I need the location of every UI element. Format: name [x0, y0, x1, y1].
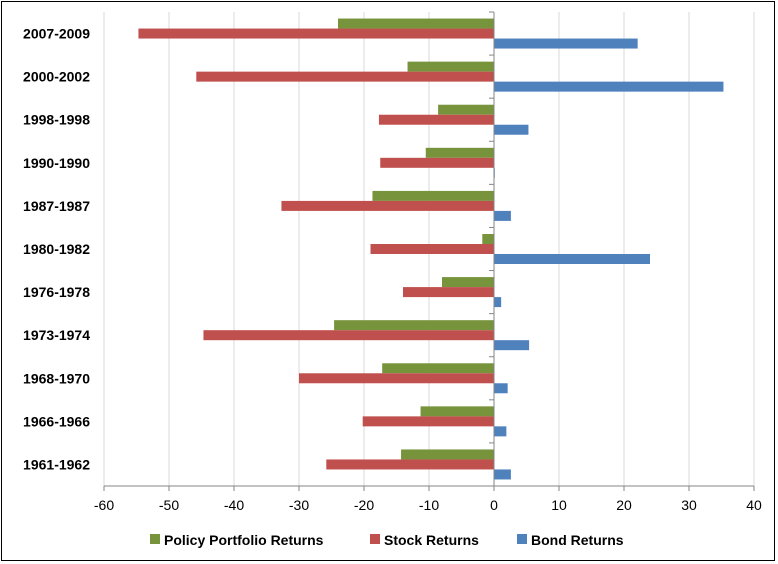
bar-stock-returns-2007-2009 — [138, 28, 494, 39]
y-tick-label: 2000-2002 — [23, 69, 90, 85]
bar-bond-returns-2007-2009 — [494, 38, 638, 49]
bar-bond-returns-1980-1982 — [494, 254, 650, 264]
bars — [138, 18, 724, 480]
bar-bond-returns-1987-1987 — [494, 210, 511, 221]
legend-swatch-policy-portfolio-returns — [150, 534, 160, 544]
y-tick-label: 1961-1962 — [23, 456, 90, 472]
bar-policy-portfolio-returns-1973-1974 — [334, 320, 494, 331]
y-tick-label: 1990-1990 — [23, 155, 90, 171]
bar-policy-portfolio-returns-1980-1982 — [482, 234, 494, 244]
bar-policy-portfolio-returns-2007-2009 — [338, 18, 494, 29]
bar-policy-portfolio-returns-1966-1966 — [420, 406, 494, 417]
bar-policy-portfolio-returns-1961-1962 — [401, 449, 494, 460]
bar-stock-returns-1980-1982 — [370, 244, 494, 254]
bar-bond-returns-1968-1970 — [494, 383, 508, 394]
y-tick-label: 2007-2009 — [23, 26, 90, 42]
x-tick-label: 30 — [681, 497, 697, 513]
y-tick-labels: 2007-2009 2000-2002 1998-1998 1990-1990 1987… — [23, 26, 90, 473]
y-tick-label: 1976-1978 — [23, 284, 90, 300]
x-tick-label: 40 — [746, 497, 762, 513]
legend-swatch-stock-returns — [370, 534, 380, 544]
legend-label-bond-returns: Bond Returns — [531, 532, 624, 548]
legend-label-stock-returns: Stock Returns — [384, 532, 479, 548]
bar-stock-returns-1990-1990 — [380, 157, 494, 168]
legend-swatch-bond-returns — [517, 534, 527, 544]
y-tick-label: 1980-1982 — [23, 241, 90, 257]
x-tick-label: -20 — [354, 497, 374, 513]
bar-policy-portfolio-returns-2000-2002 — [407, 61, 494, 72]
x-tick-label: -50 — [159, 497, 179, 513]
x-tick-label: 0 — [490, 497, 498, 513]
x-tick-label: 20 — [616, 497, 632, 513]
bar-stock-returns-1973-1974 — [203, 330, 494, 341]
x-tick-label: 10 — [551, 497, 567, 513]
bar-policy-portfolio-returns-1990-1990 — [425, 147, 494, 158]
x-tick-label: -10 — [419, 497, 439, 513]
bar-stock-returns-1987-1987 — [281, 200, 494, 211]
y-tick-label: 1968-1970 — [23, 370, 90, 386]
legend-label-policy-portfolio-returns: Policy Portfolio Returns — [164, 532, 324, 548]
bar-stock-returns-1966-1966 — [362, 416, 494, 427]
axes — [103, 11, 755, 491]
y-tick-label: 1998-1998 — [23, 112, 90, 128]
y-tick-label: 1973-1974 — [23, 327, 90, 343]
bar-bond-returns-1998-1998 — [494, 124, 529, 135]
bar-policy-portfolio-returns-1968-1970 — [382, 363, 494, 374]
bar-stock-returns-2000-2002 — [196, 71, 495, 82]
bar-bond-returns-2000-2002 — [494, 81, 724, 92]
bar-policy-portfolio-returns-1998-1998 — [438, 104, 494, 115]
x-tick-label: -40 — [224, 497, 244, 513]
bar-stock-returns-1998-1998 — [378, 114, 494, 125]
bar-stock-returns-1961-1962 — [326, 459, 494, 470]
bar-policy-portfolio-returns-1976-1978 — [442, 277, 494, 288]
bar-bond-returns-1961-1962 — [494, 469, 511, 480]
x-tick-labels: -60 -50 -40 -30 -20 -10 0 10 20 30 40 — [94, 497, 762, 513]
y-tick-label: 1987-1987 — [23, 198, 90, 214]
bar-stock-returns-1976-1978 — [403, 287, 494, 298]
bar-bond-returns-1966-1966 — [494, 426, 507, 437]
bar-bond-returns-1973-1974 — [494, 340, 530, 351]
y-tick-label: 1966-1966 — [23, 413, 90, 429]
x-tick-label: -30 — [289, 497, 309, 513]
bar-stock-returns-1968-1970 — [299, 373, 494, 384]
bar-bond-returns-1976-1978 — [494, 297, 502, 308]
legend: Policy Portfolio Returns Stock Returns Bon… — [150, 532, 624, 548]
x-tick-label: -60 — [94, 497, 114, 513]
bar-policy-portfolio-returns-1987-1987 — [372, 190, 494, 201]
